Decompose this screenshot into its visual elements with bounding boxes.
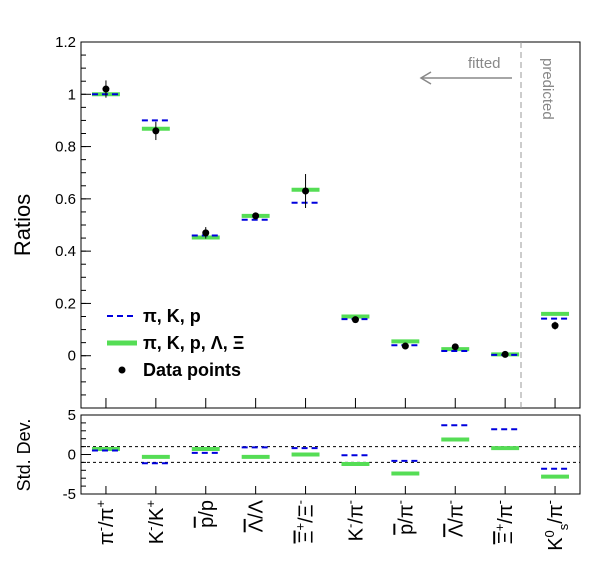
legend-marker-data bbox=[118, 366, 126, 374]
x-category-label: K0s/π- bbox=[542, 500, 571, 551]
top-data-point bbox=[551, 322, 559, 330]
top-y-tick-label: 0.6 bbox=[55, 191, 76, 208]
top-y-tick-label: 0.2 bbox=[55, 295, 76, 312]
legend: π, K, p π, K, p, Λ, Ξ Data points bbox=[107, 306, 244, 380]
x-category-label: Ξ+/Ξ- bbox=[293, 500, 318, 544]
top-data-point bbox=[102, 85, 110, 93]
top-y-tick-label: 1 bbox=[68, 86, 76, 103]
top-data-point bbox=[252, 212, 260, 220]
top-data-point bbox=[451, 343, 459, 351]
legend-label-pikplx: π, K, p, Λ, Ξ bbox=[143, 333, 244, 353]
top-data-point bbox=[152, 127, 160, 135]
bottom-y-tick-label: 5 bbox=[68, 407, 76, 424]
x-category-label: Ξ+/π- bbox=[492, 500, 517, 544]
top-data-point bbox=[501, 350, 509, 358]
x-category-label: π-/π+ bbox=[93, 500, 118, 545]
x-category-label: p/π- bbox=[392, 500, 417, 535]
fitted-annotation: fitted bbox=[468, 55, 501, 72]
top-data-point bbox=[302, 187, 310, 195]
bottom-y-tick-label: -5 bbox=[63, 486, 76, 503]
top-y-tick-label: 0 bbox=[68, 348, 76, 365]
x-category-label: Λ/π- bbox=[442, 500, 467, 537]
bottom-y-axis-label: Std. Dev. bbox=[14, 419, 34, 492]
x-category-label: K-/K+ bbox=[143, 500, 168, 544]
legend-label-pikp: π, K, p bbox=[143, 306, 201, 326]
top-y-tick-label: 0.8 bbox=[55, 139, 76, 156]
top-y-axis-label: Ratios bbox=[10, 194, 35, 256]
legend-label-data: Data points bbox=[143, 360, 241, 380]
top-y-tick-label: 0.4 bbox=[55, 243, 76, 260]
bottom-panel-frame bbox=[80, 414, 581, 495]
x-category-label: p/p bbox=[196, 500, 218, 528]
top-data-point bbox=[401, 342, 409, 350]
top-data-point bbox=[351, 316, 359, 324]
top-y-tick-label: 1.2 bbox=[55, 34, 76, 51]
predicted-annotation: predicted bbox=[539, 58, 556, 120]
x-category-label: K-/π- bbox=[342, 500, 367, 541]
top-data-point bbox=[202, 229, 210, 237]
fitted-arrow-head bbox=[419, 71, 432, 85]
x-category-label: Λ/Λ bbox=[246, 499, 268, 532]
bottom-y-tick-label: 0 bbox=[68, 447, 76, 464]
